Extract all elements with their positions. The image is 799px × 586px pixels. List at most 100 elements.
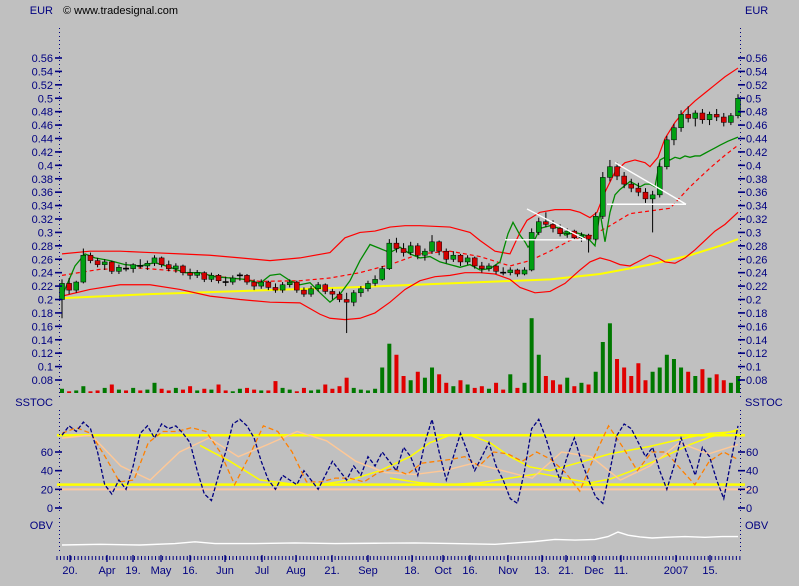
- price-axis-label: 0.12: [746, 348, 767, 360]
- price-axis-label: 0.24: [746, 268, 767, 280]
- sstoc-slow: [61, 430, 739, 481]
- price-axis-label: 0.24: [32, 268, 53, 280]
- price-axis-label: 0.1: [746, 362, 761, 374]
- price-axis-label: 0.36: [746, 187, 767, 199]
- bollinger-middle: [61, 144, 739, 282]
- price-axis-label: 0.56: [746, 53, 767, 65]
- price-axis-label: 0.36: [32, 187, 53, 199]
- obv-panel-label-left: OBV: [29, 520, 53, 532]
- price-axis-label: 0.5: [746, 93, 761, 105]
- price-axis-label: 0.22: [746, 281, 767, 293]
- date-axis-label: Nov: [498, 565, 518, 577]
- bollinger-lower: [61, 211, 739, 321]
- sstoc-axis-label: 60: [746, 447, 758, 459]
- price-axis-label: 0.5: [38, 93, 53, 105]
- price-axis-label: 0.3: [38, 227, 53, 239]
- price-axis-label: 0.38: [32, 174, 53, 186]
- sstoc-axis-label: 20: [746, 484, 758, 496]
- obv-panel: [61, 531, 738, 546]
- price-axis-label: 0.32: [32, 214, 53, 226]
- price-axis-label: 0.34: [746, 201, 767, 213]
- sstoc-panel-label-left: SSTOC: [15, 397, 53, 409]
- price-axis-label: 0.52: [746, 80, 767, 92]
- price-axis-label: 0.18: [32, 308, 53, 320]
- currency-label-right: EUR: [745, 5, 769, 17]
- date-axis-label: Jun: [216, 565, 234, 577]
- price-axis-label: 0.54: [32, 66, 53, 78]
- price-axis-label: 0.46: [32, 120, 53, 132]
- date-axis-label: Aug: [286, 565, 306, 577]
- candlesticks: [59, 94, 741, 334]
- volume-bars: [60, 318, 740, 393]
- price-axis-label: 0.28: [746, 241, 767, 253]
- price-axis-left: 0.560.540.520.50.480.460.440.420.40.380.…: [32, 28, 62, 552]
- date-axis-label: May: [151, 565, 172, 577]
- price-axis-label: 0.08: [746, 375, 767, 387]
- obv-line: [61, 531, 738, 546]
- price-axis-label: 0.2: [38, 295, 53, 307]
- ma-fast-green: [61, 136, 739, 304]
- price-axis-label: 0.38: [746, 174, 767, 186]
- price-axis-label: 0.44: [32, 134, 53, 146]
- sstoc-axis-label: 0: [47, 503, 53, 515]
- price-axis-right: 0.560.540.520.50.480.460.440.420.40.380.…: [738, 28, 767, 552]
- price-axis-label: 0.2: [746, 295, 761, 307]
- price-axis-label: 0.4: [38, 160, 53, 172]
- sstoc-panel: [57, 416, 755, 505]
- price-axis-label: 0.1: [38, 362, 53, 374]
- price-axis-label: 0.32: [746, 214, 767, 226]
- date-axis-label: 11.: [614, 565, 628, 577]
- date-axis-label: Apr: [98, 565, 115, 577]
- price-axis-label: 0.34: [32, 201, 53, 213]
- price-axis-label: 0.54: [746, 66, 767, 78]
- date-axis-label: 16.: [182, 565, 197, 577]
- date-axis: 20. Apr 19. May 16. Jun Jul Aug 21. Sep 18. Oct 16. N…: [56, 555, 741, 577]
- price-axis-label: 0.18: [746, 308, 767, 320]
- price-axis-label: 0.08: [32, 375, 53, 387]
- date-axis-label: 18.: [404, 565, 419, 577]
- price-axis-label: 0.14: [32, 335, 53, 347]
- price-axis-label: 0.28: [32, 241, 53, 253]
- date-axis-label: 19.: [125, 565, 140, 577]
- price-axis-label: 0.22: [32, 281, 53, 293]
- price-axis-label: 0.42: [32, 147, 53, 159]
- price-overlays: [61, 67, 739, 321]
- ma-slow-yellow: [61, 238, 739, 300]
- price-axis-label: 0.16: [32, 321, 53, 333]
- date-axis-label: Sep: [358, 565, 378, 577]
- date-axis-label: Jul: [255, 565, 269, 577]
- price-axis-label: 0.52: [32, 80, 53, 92]
- price-axis-label: 0.26: [32, 254, 53, 266]
- bollinger-upper: [61, 67, 739, 262]
- price-axis-label: 0.26: [746, 254, 767, 266]
- sstoc-axis-label: 60: [41, 447, 53, 459]
- date-axis-label: 16.: [462, 565, 477, 577]
- triangle-annotations: [505, 162, 687, 241]
- price-axis-label: 0.4: [746, 160, 761, 172]
- price-axis-label: 0.46: [746, 120, 767, 132]
- date-axis-label: 15.: [702, 565, 717, 577]
- price-axis-label: 0.12: [32, 348, 53, 360]
- sstoc-axis-label: 20: [41, 484, 53, 496]
- obv-panel-label-right: OBV: [745, 520, 769, 532]
- sstoc-axis-label: 0: [746, 503, 752, 515]
- sstoc-panel-label-right: SSTOC: [745, 397, 783, 409]
- price-axis-label: 0.48: [746, 107, 767, 119]
- price-axis-label: 0.42: [746, 147, 767, 159]
- price-axis-label: 0.16: [746, 321, 767, 333]
- sstoc-d: [61, 424, 739, 493]
- date-axis-label: 2007: [664, 565, 688, 577]
- date-axis-label: 21.: [558, 565, 573, 577]
- currency-label-left: EUR: [29, 5, 53, 17]
- date-axis-label: Dec: [584, 565, 604, 577]
- copyright-label: © www.tradesignal.com: [63, 5, 179, 17]
- price-axis-label: 0.14: [746, 335, 767, 347]
- price-axis-label: 0.56: [32, 53, 53, 65]
- axes: 0.560.540.520.50.480.460.440.420.40.380.…: [32, 28, 767, 552]
- sstoc-axis-label: 40: [746, 466, 758, 478]
- price-axis-label: 0.48: [32, 107, 53, 119]
- sstoc-axis-label: 40: [41, 466, 53, 478]
- date-axis-label: 20.: [62, 565, 77, 577]
